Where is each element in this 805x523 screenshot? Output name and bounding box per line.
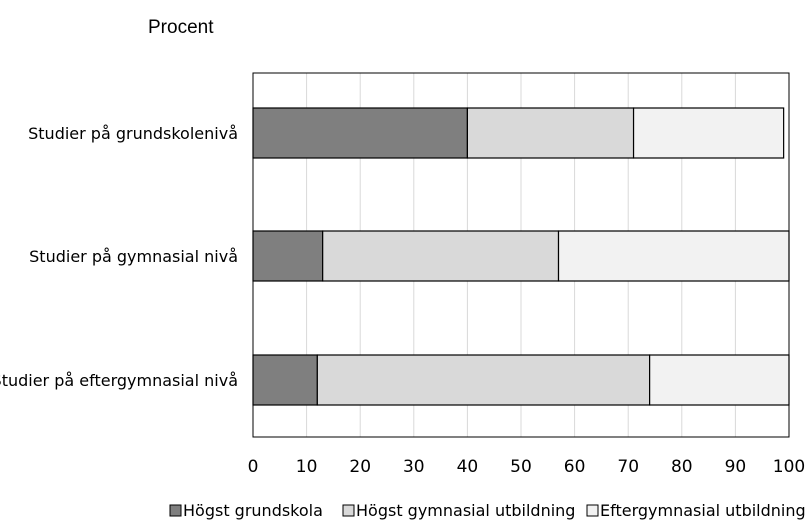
unit-label: Procent bbox=[148, 17, 214, 38]
legend-swatch bbox=[169, 504, 182, 517]
legend-swatch bbox=[342, 504, 355, 517]
category-label: Studier på gymnasial nivå bbox=[29, 247, 238, 266]
bar-segment bbox=[322, 230, 560, 282]
legend-label: Eftergymnasial utbildning bbox=[600, 501, 805, 520]
x-tick-label: 90 bbox=[725, 457, 747, 477]
legend-swatch bbox=[586, 504, 599, 517]
x-tick-label: 20 bbox=[349, 457, 371, 477]
legend: Högst grundskola Högst gymnasial utbildni… bbox=[169, 501, 805, 520]
x-tick-label: 60 bbox=[564, 457, 586, 477]
legend-item: Eftergymnasial utbildning bbox=[586, 501, 805, 520]
bar-segment bbox=[466, 107, 635, 159]
legend-item: Högst grundskola bbox=[169, 501, 323, 520]
x-tick-labels: 0 10 20 30 40 50 60 70 80 90 100 bbox=[248, 457, 805, 477]
bar-segment bbox=[252, 354, 318, 406]
legend-item: Högst gymnasial utbildning bbox=[342, 501, 575, 520]
x-tick-label: 40 bbox=[457, 457, 479, 477]
x-tick-label: 80 bbox=[671, 457, 693, 477]
x-tick-label: 30 bbox=[403, 457, 425, 477]
x-tick-label: 10 bbox=[296, 457, 318, 477]
x-tick-label: 100 bbox=[773, 457, 805, 477]
legend-label: Högst grundskola bbox=[183, 501, 323, 520]
x-tick-label: 0 bbox=[248, 457, 259, 477]
legend-label: Högst gymnasial utbildning bbox=[356, 501, 575, 520]
plot-area-frame bbox=[252, 72, 790, 438]
category-label: Studier på grundskolenivå bbox=[28, 124, 238, 143]
bar-segment bbox=[252, 230, 324, 282]
bar-segment bbox=[252, 107, 468, 159]
bars bbox=[252, 107, 790, 406]
category-labels: Studier på grundskolenivå Studier på gymn… bbox=[0, 124, 238, 390]
bar-segment bbox=[316, 354, 651, 406]
bar-segment bbox=[557, 230, 790, 282]
bar-segment bbox=[632, 107, 785, 159]
bar-segment bbox=[649, 354, 790, 406]
x-tick-label: 70 bbox=[617, 457, 639, 477]
x-tick-label: 50 bbox=[510, 457, 532, 477]
category-label: Studier på eftergymnasial nivå bbox=[0, 371, 238, 390]
